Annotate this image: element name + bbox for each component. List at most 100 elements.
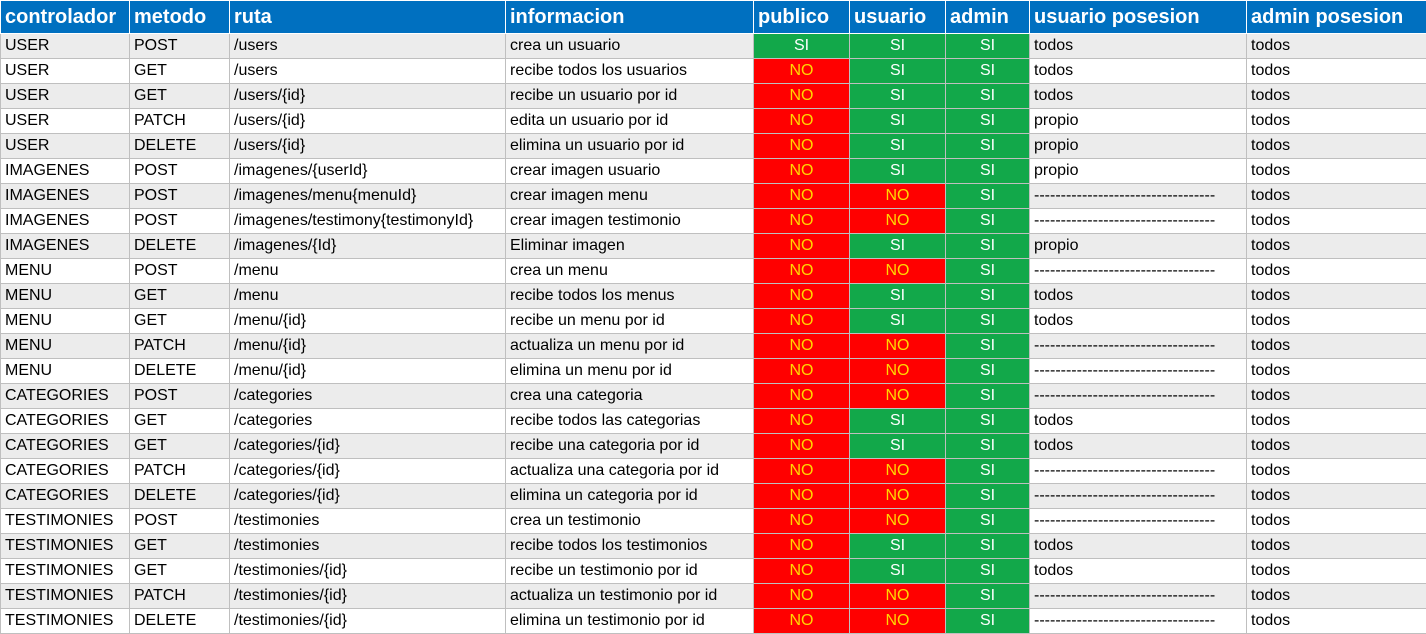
cell-ruta[interactable]: /imagenes/{userId}: [230, 159, 506, 184]
cell-informacion[interactable]: crear imagen testimonio: [506, 209, 754, 234]
cell-usuario[interactable]: SI: [850, 409, 946, 434]
cell-controlador[interactable]: CATEGORIES: [1, 409, 130, 434]
cell-admin[interactable]: SI: [946, 234, 1030, 259]
cell-controlador[interactable]: MENU: [1, 259, 130, 284]
cell-admin-posesion[interactable]: todos: [1247, 334, 1426, 359]
cell-informacion[interactable]: elimina un usuario por id: [506, 134, 754, 159]
cell-ruta[interactable]: /imagenes/{Id}: [230, 234, 506, 259]
cell-informacion[interactable]: crea un menu: [506, 259, 754, 284]
cell-usuario-posesion[interactable]: todos: [1030, 434, 1247, 459]
cell-usuario[interactable]: NO: [850, 459, 946, 484]
cell-usuario-posesion[interactable]: propio: [1030, 234, 1247, 259]
header-controlador[interactable]: controlador: [1, 1, 130, 34]
cell-controlador[interactable]: CATEGORIES: [1, 459, 130, 484]
cell-usuario[interactable]: SI: [850, 284, 946, 309]
cell-ruta[interactable]: /users/{id}: [230, 84, 506, 109]
cell-usuario[interactable]: SI: [850, 559, 946, 584]
cell-usuario[interactable]: NO: [850, 184, 946, 209]
cell-ruta[interactable]: /menu/{id}: [230, 309, 506, 334]
cell-usuario[interactable]: SI: [850, 84, 946, 109]
cell-usuario-posesion[interactable]: todos: [1030, 284, 1247, 309]
cell-metodo[interactable]: PATCH: [130, 459, 230, 484]
cell-usuario-posesion[interactable]: todos: [1030, 534, 1247, 559]
cell-metodo[interactable]: DELETE: [130, 234, 230, 259]
cell-admin[interactable]: SI: [946, 484, 1030, 509]
cell-admin-posesion[interactable]: todos: [1247, 34, 1426, 59]
cell-publico[interactable]: NO: [754, 259, 850, 284]
cell-publico[interactable]: NO: [754, 309, 850, 334]
cell-admin-posesion[interactable]: todos: [1247, 459, 1426, 484]
cell-informacion[interactable]: recibe todos los usuarios: [506, 59, 754, 84]
cell-admin-posesion[interactable]: todos: [1247, 534, 1426, 559]
cell-usuario[interactable]: NO: [850, 384, 946, 409]
cell-admin-posesion[interactable]: todos: [1247, 284, 1426, 309]
cell-usuario-posesion[interactable]: ----------------------------------: [1030, 459, 1247, 484]
cell-usuario[interactable]: NO: [850, 509, 946, 534]
header-usuario[interactable]: usuario: [850, 1, 946, 34]
header-publico[interactable]: publico: [754, 1, 850, 34]
cell-informacion[interactable]: recibe un testimonio por id: [506, 559, 754, 584]
cell-admin-posesion[interactable]: todos: [1247, 384, 1426, 409]
cell-admin[interactable]: SI: [946, 184, 1030, 209]
cell-informacion[interactable]: crea un usuario: [506, 34, 754, 59]
cell-controlador[interactable]: TESTIMONIES: [1, 609, 130, 634]
cell-controlador[interactable]: IMAGENES: [1, 159, 130, 184]
cell-ruta[interactable]: /categories/{id}: [230, 459, 506, 484]
cell-admin[interactable]: SI: [946, 559, 1030, 584]
cell-ruta[interactable]: /testimonies/{id}: [230, 559, 506, 584]
cell-usuario-posesion[interactable]: ----------------------------------: [1030, 209, 1247, 234]
cell-metodo[interactable]: POST: [130, 209, 230, 234]
cell-controlador[interactable]: TESTIMONIES: [1, 509, 130, 534]
cell-admin-posesion[interactable]: todos: [1247, 184, 1426, 209]
cell-ruta[interactable]: /categories/{id}: [230, 484, 506, 509]
cell-admin-posesion[interactable]: todos: [1247, 584, 1426, 609]
cell-admin[interactable]: SI: [946, 609, 1030, 634]
cell-admin-posesion[interactable]: todos: [1247, 509, 1426, 534]
cell-publico[interactable]: NO: [754, 134, 850, 159]
cell-usuario[interactable]: SI: [850, 134, 946, 159]
cell-metodo[interactable]: PATCH: [130, 584, 230, 609]
cell-ruta[interactable]: /users: [230, 59, 506, 84]
cell-controlador[interactable]: MENU: [1, 309, 130, 334]
cell-informacion[interactable]: elimina un categoria por id: [506, 484, 754, 509]
cell-usuario-posesion[interactable]: todos: [1030, 309, 1247, 334]
cell-controlador[interactable]: CATEGORIES: [1, 484, 130, 509]
cell-admin[interactable]: SI: [946, 509, 1030, 534]
cell-usuario-posesion[interactable]: todos: [1030, 84, 1247, 109]
cell-usuario[interactable]: NO: [850, 584, 946, 609]
cell-admin[interactable]: SI: [946, 259, 1030, 284]
cell-admin-posesion[interactable]: todos: [1247, 234, 1426, 259]
cell-admin[interactable]: SI: [946, 584, 1030, 609]
cell-publico[interactable]: NO: [754, 434, 850, 459]
cell-informacion[interactable]: actualiza un testimonio por id: [506, 584, 754, 609]
cell-publico[interactable]: NO: [754, 234, 850, 259]
cell-informacion[interactable]: recibe una categoria por id: [506, 434, 754, 459]
cell-usuario-posesion[interactable]: ----------------------------------: [1030, 259, 1247, 284]
cell-admin[interactable]: SI: [946, 409, 1030, 434]
cell-publico[interactable]: NO: [754, 584, 850, 609]
cell-informacion[interactable]: crea una categoria: [506, 384, 754, 409]
header-usuario-posesion[interactable]: usuario posesion: [1030, 1, 1247, 34]
cell-metodo[interactable]: GET: [130, 59, 230, 84]
cell-informacion[interactable]: elimina un menu por id: [506, 359, 754, 384]
cell-controlador[interactable]: MENU: [1, 334, 130, 359]
cell-metodo[interactable]: DELETE: [130, 134, 230, 159]
cell-metodo[interactable]: DELETE: [130, 484, 230, 509]
cell-metodo[interactable]: GET: [130, 534, 230, 559]
cell-usuario-posesion[interactable]: todos: [1030, 59, 1247, 84]
cell-ruta[interactable]: /imagenes/menu{menuId}: [230, 184, 506, 209]
cell-publico[interactable]: NO: [754, 484, 850, 509]
cell-ruta[interactable]: /categories/{id}: [230, 434, 506, 459]
cell-metodo[interactable]: POST: [130, 509, 230, 534]
cell-admin-posesion[interactable]: todos: [1247, 259, 1426, 284]
cell-controlador[interactable]: USER: [1, 59, 130, 84]
header-admin[interactable]: admin: [946, 1, 1030, 34]
cell-metodo[interactable]: PATCH: [130, 109, 230, 134]
cell-usuario[interactable]: SI: [850, 59, 946, 84]
cell-admin[interactable]: SI: [946, 434, 1030, 459]
cell-publico[interactable]: NO: [754, 284, 850, 309]
cell-metodo[interactable]: GET: [130, 84, 230, 109]
cell-metodo[interactable]: PATCH: [130, 334, 230, 359]
cell-usuario[interactable]: SI: [850, 109, 946, 134]
cell-ruta[interactable]: /menu: [230, 284, 506, 309]
